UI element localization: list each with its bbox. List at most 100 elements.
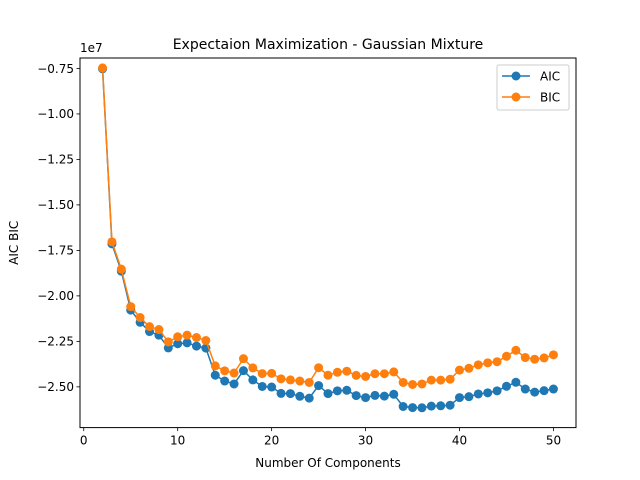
series-bic-point <box>304 377 314 387</box>
y-offset-label: 1e7 <box>80 41 103 55</box>
y-axis: −0.75 −1.00 −1.25 −1.50 −1.75 −2.00 −2.25 −2.50 <box>37 62 80 394</box>
series-bic-point <box>116 264 126 274</box>
series-bic-point <box>351 370 361 380</box>
series-bic-point <box>361 371 371 381</box>
series-aic-point <box>417 403 427 413</box>
y-tick-label: −1.00 <box>37 107 74 121</box>
series-bic-point <box>229 368 239 378</box>
y-tick-label: −1.25 <box>37 153 74 167</box>
series-bic-point <box>238 354 248 364</box>
series-aic-point <box>370 390 380 400</box>
legend-aic-label: AIC <box>540 70 560 84</box>
series-bic-point <box>492 357 502 367</box>
series-aic-point <box>191 341 201 351</box>
series-aic-point <box>530 387 540 397</box>
series-aic-point <box>276 388 286 398</box>
series-bic-point <box>445 374 455 384</box>
series-aic-point <box>248 375 258 385</box>
x-tick-label: 40 <box>452 434 467 448</box>
series-aic-point <box>464 392 474 402</box>
legend: AIC BIC <box>496 64 570 111</box>
y-tick-label: −1.75 <box>37 244 74 258</box>
legend-aic-marker <box>511 71 521 81</box>
series-aic-point <box>351 391 361 401</box>
series-bic-point <box>173 332 183 342</box>
series-bic-point <box>539 353 549 363</box>
series-bic-point <box>520 353 530 363</box>
series-bic-point <box>548 350 558 360</box>
series-aic-point <box>492 386 502 396</box>
series-aic-point <box>501 381 511 391</box>
series-bic-point <box>276 374 286 384</box>
series-layer <box>98 63 558 413</box>
legend-bic-marker <box>511 92 521 102</box>
series-aic-point <box>210 370 220 380</box>
series-aic-point <box>342 385 352 395</box>
series-aic-point <box>332 386 342 396</box>
series-aic-point <box>473 389 483 399</box>
x-tick-label: 0 <box>80 434 88 448</box>
series-aic-point <box>548 384 558 394</box>
series-bic-point <box>267 368 277 378</box>
series-aic-point <box>483 388 493 398</box>
series-bic-point <box>464 363 474 373</box>
series-bic-point <box>220 366 230 376</box>
series-bic-point <box>408 379 418 389</box>
series-aic-point <box>408 403 418 413</box>
series-bic-point <box>426 375 436 385</box>
x-tick-label: 50 <box>546 434 561 448</box>
series-aic-point <box>379 391 389 401</box>
series-bic-point <box>530 354 540 364</box>
series-aic-point <box>257 381 267 391</box>
series-aic-point <box>182 338 192 348</box>
series-aic-point <box>398 402 408 411</box>
series-aic-point <box>295 391 305 401</box>
series-bic-point <box>201 335 211 345</box>
series-bic-point <box>285 375 295 385</box>
series-aic-point <box>539 386 549 396</box>
series-bic-point <box>379 369 389 379</box>
series-bic-point <box>257 369 267 379</box>
x-tick-label: 10 <box>170 434 185 448</box>
series-bic-point <box>135 313 145 323</box>
series-aic-point <box>455 393 465 403</box>
series-bic-point <box>163 337 173 347</box>
series-aic-point <box>436 401 446 411</box>
y-tick-label: −2.50 <box>37 380 74 394</box>
series-bic-point <box>210 361 220 371</box>
series-bic-point <box>295 376 305 386</box>
series-bic-point <box>145 322 155 332</box>
series-bic-point <box>389 367 399 377</box>
y-tick-label: −0.75 <box>37 62 74 76</box>
series-aic-point <box>511 377 521 387</box>
series-bic-point <box>314 363 324 373</box>
series-aic-point <box>229 379 239 389</box>
series-aic-point <box>304 393 314 403</box>
series-bic-point <box>98 63 108 73</box>
y-tick-label: −2.00 <box>37 289 74 303</box>
series-bic-point <box>501 351 511 361</box>
legend-bic-label: BIC <box>540 91 560 105</box>
series-aic-point <box>445 400 455 410</box>
series-aic-point <box>285 389 295 399</box>
series-bic-point <box>436 375 446 385</box>
series-bic-point <box>398 377 408 387</box>
series-bic-point <box>191 333 201 343</box>
series-aic-point <box>361 393 371 403</box>
series-bic-point <box>370 369 380 379</box>
series-aic-point <box>426 401 436 411</box>
series-bic-point <box>455 365 465 375</box>
axes-frame <box>79 57 577 429</box>
x-tick-label: 30 <box>358 434 373 448</box>
y-tick-label: −1.50 <box>37 198 74 212</box>
chart-title: Expectaion Maximization - Gaussian Mixtu… <box>173 37 484 53</box>
series-aic-point <box>267 382 277 392</box>
x-axis: 0 10 20 30 40 50 <box>80 427 561 448</box>
series-bic-point <box>107 237 117 247</box>
series-bic-point <box>323 370 333 380</box>
series-bic-point <box>154 325 164 335</box>
series-bic-point <box>342 366 352 376</box>
series-aic-point <box>520 384 530 394</box>
series-aic-point <box>173 339 183 349</box>
x-tick-label: 20 <box>264 434 279 448</box>
